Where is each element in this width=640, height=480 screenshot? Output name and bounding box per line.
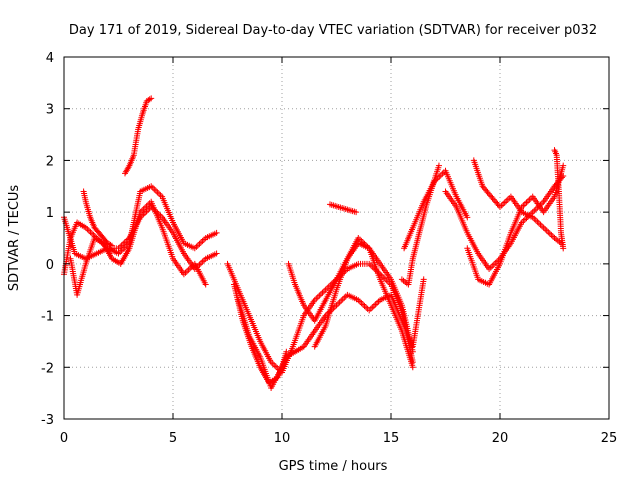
series-markers bbox=[442, 172, 567, 272]
series-markers bbox=[67, 198, 209, 298]
series-track-n bbox=[442, 172, 567, 272]
y-tick-label: 0 bbox=[46, 258, 54, 273]
series-track-c bbox=[67, 198, 209, 298]
series-track-k bbox=[311, 240, 416, 355]
x-tick-label: 0 bbox=[60, 431, 68, 446]
x-tick-label: 15 bbox=[383, 431, 400, 446]
x-axis-label: GPS time / hours bbox=[279, 459, 388, 474]
chart-title: Day 171 of 2019, Sidereal Day-to-day VTE… bbox=[69, 23, 597, 38]
y-tick-label: 1 bbox=[46, 206, 54, 221]
x-tick-label: 20 bbox=[492, 431, 509, 446]
series-markers bbox=[122, 95, 155, 177]
x-tick-label: 5 bbox=[169, 431, 177, 446]
series-markers bbox=[401, 167, 471, 252]
y-tick-label: 2 bbox=[46, 154, 54, 169]
series-track-e bbox=[80, 188, 115, 249]
series-markers bbox=[80, 188, 115, 249]
series-track-p bbox=[470, 157, 565, 247]
series-track-o bbox=[464, 162, 567, 288]
series-markers bbox=[327, 201, 360, 216]
axis-ticks: 0 5 10 15 20 25 -3 -2 -1 0 1 2 3 4 bbox=[41, 51, 617, 446]
data-points bbox=[61, 95, 567, 391]
y-tick-label: -3 bbox=[41, 413, 54, 428]
y-tick-label: 3 bbox=[46, 103, 54, 118]
x-tick-label: 10 bbox=[274, 431, 291, 446]
series-markers bbox=[235, 297, 290, 391]
series-markers bbox=[551, 147, 567, 252]
series-track-j bbox=[327, 201, 360, 216]
y-tick-label: -1 bbox=[41, 310, 54, 325]
series-track-m bbox=[401, 167, 471, 252]
y-tick-label: -2 bbox=[41, 361, 54, 376]
series-markers bbox=[470, 157, 565, 247]
x-tick-label: 25 bbox=[601, 431, 618, 446]
series-track-q bbox=[551, 147, 567, 252]
series-track-h bbox=[235, 297, 290, 391]
series-markers bbox=[464, 162, 567, 288]
series-track-d bbox=[122, 95, 155, 177]
plot-frame bbox=[63, 56, 610, 420]
series-markers bbox=[311, 240, 416, 355]
y-axis-label: SDTVAR / TECUs bbox=[7, 185, 22, 292]
grid bbox=[64, 57, 609, 419]
y-tick-label: 4 bbox=[46, 51, 54, 66]
